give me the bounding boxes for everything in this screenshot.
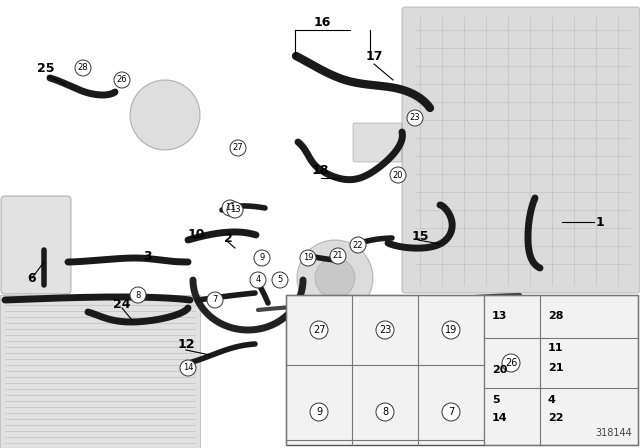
- Text: 9: 9: [259, 254, 264, 263]
- Text: 27: 27: [233, 143, 243, 152]
- Text: 13: 13: [230, 206, 240, 215]
- Circle shape: [227, 202, 243, 218]
- Circle shape: [254, 250, 270, 266]
- Text: 23: 23: [379, 325, 391, 335]
- Text: 11: 11: [548, 343, 563, 353]
- Text: 14: 14: [492, 413, 508, 423]
- Circle shape: [180, 360, 196, 376]
- Text: 16: 16: [314, 16, 331, 29]
- Text: 14: 14: [183, 363, 193, 372]
- Text: 26: 26: [505, 358, 517, 368]
- Circle shape: [315, 258, 355, 298]
- Text: 10: 10: [188, 228, 205, 241]
- Text: 27: 27: [313, 325, 325, 335]
- Circle shape: [250, 272, 266, 288]
- Circle shape: [502, 354, 520, 372]
- Circle shape: [297, 240, 373, 316]
- Text: 20: 20: [393, 171, 403, 180]
- Text: 13: 13: [492, 311, 508, 321]
- Circle shape: [130, 287, 146, 303]
- Circle shape: [272, 272, 288, 288]
- Text: 2: 2: [223, 232, 232, 245]
- Circle shape: [390, 167, 406, 183]
- Text: 4: 4: [255, 276, 260, 284]
- Text: 318144: 318144: [595, 428, 632, 438]
- Text: 26: 26: [116, 76, 127, 85]
- Text: 22: 22: [548, 413, 563, 423]
- Text: 18: 18: [311, 164, 329, 177]
- Circle shape: [114, 72, 130, 88]
- Text: 5: 5: [277, 276, 283, 284]
- Text: 8: 8: [135, 290, 141, 300]
- Circle shape: [130, 80, 200, 150]
- Circle shape: [230, 140, 246, 156]
- Text: 7: 7: [212, 296, 218, 305]
- Text: 21: 21: [548, 363, 563, 373]
- Text: 6: 6: [28, 271, 36, 284]
- Text: 28: 28: [548, 311, 563, 321]
- Text: 28: 28: [77, 64, 88, 73]
- Circle shape: [407, 110, 423, 126]
- Text: 11: 11: [225, 203, 236, 212]
- Circle shape: [310, 403, 328, 421]
- Text: 20: 20: [492, 365, 508, 375]
- Text: 7: 7: [448, 407, 454, 417]
- Circle shape: [207, 292, 223, 308]
- Circle shape: [75, 60, 91, 76]
- Text: 5: 5: [492, 395, 500, 405]
- FancyBboxPatch shape: [353, 123, 402, 162]
- Text: 8: 8: [382, 407, 388, 417]
- Bar: [0, 295, 200, 448]
- Circle shape: [300, 250, 316, 266]
- Text: 3: 3: [144, 250, 152, 263]
- Circle shape: [222, 200, 238, 216]
- Text: 23: 23: [410, 113, 420, 122]
- Circle shape: [442, 321, 460, 339]
- Text: 1: 1: [596, 215, 604, 228]
- Text: 12: 12: [177, 337, 195, 350]
- Text: 19: 19: [303, 254, 313, 263]
- Circle shape: [330, 248, 346, 264]
- Bar: [286, 295, 638, 445]
- Text: 19: 19: [445, 325, 457, 335]
- Text: 17: 17: [365, 51, 383, 64]
- FancyBboxPatch shape: [1, 196, 71, 294]
- Circle shape: [310, 321, 328, 339]
- Circle shape: [376, 321, 394, 339]
- Circle shape: [350, 237, 366, 253]
- FancyBboxPatch shape: [402, 7, 640, 293]
- Text: 15: 15: [412, 231, 429, 244]
- Circle shape: [442, 403, 460, 421]
- Text: 24: 24: [113, 298, 131, 311]
- Text: 9: 9: [316, 407, 322, 417]
- Text: 22: 22: [353, 241, 364, 250]
- Text: 21: 21: [333, 251, 343, 260]
- Text: 4: 4: [548, 395, 556, 405]
- Circle shape: [376, 403, 394, 421]
- Text: 25: 25: [37, 61, 55, 74]
